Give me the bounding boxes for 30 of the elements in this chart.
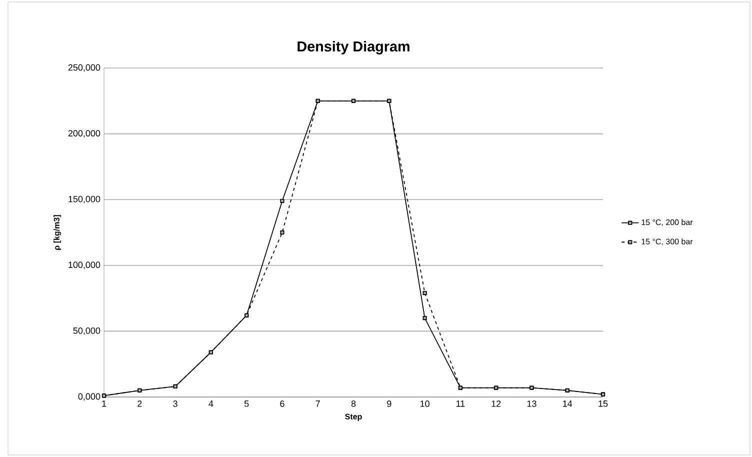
point — [280, 230, 284, 235]
x-tick-label: 15 — [598, 400, 608, 407]
x-tick-label: 6 — [280, 400, 284, 407]
legend-label: 15 °C, 300 bar — [642, 238, 693, 246]
x-tick-label: 11 — [456, 400, 465, 407]
y-tick-label: 250,000 — [68, 64, 100, 72]
chart-title: Density Diagram — [298, 40, 410, 54]
legend-label: 15 °C, 200 bar — [642, 219, 693, 226]
x-tick-label: 4 — [208, 400, 214, 407]
x-tick-label: 10 — [420, 400, 430, 407]
x-tick-label: 8 — [351, 400, 356, 407]
point — [422, 290, 427, 296]
point — [280, 198, 284, 203]
x-tick-label: 12 — [492, 400, 501, 407]
x-tick-label: 5 — [244, 400, 249, 407]
y-tick-label: 200,000 — [68, 130, 100, 138]
x-tick-label: 13 — [527, 400, 536, 407]
x-tick-label: 2 — [138, 400, 142, 407]
point — [422, 316, 427, 320]
x-axis-title: Step — [345, 414, 362, 422]
x-tick-label: 9 — [387, 400, 392, 407]
y-tick-label: 50,000 — [73, 327, 100, 335]
y-tick-label: 150,000 — [68, 196, 100, 204]
y-axis-title: ρ [kg/m3] — [54, 215, 62, 250]
y-tick-label: 0,000 — [78, 393, 100, 401]
x-tick-label: 7 — [316, 400, 320, 407]
y-tick-label: 100,000 — [68, 262, 100, 270]
x-tick-label: 14 — [563, 400, 572, 407]
x-tick-label: 3 — [173, 400, 178, 407]
x-tick-label: 1 — [102, 400, 106, 407]
